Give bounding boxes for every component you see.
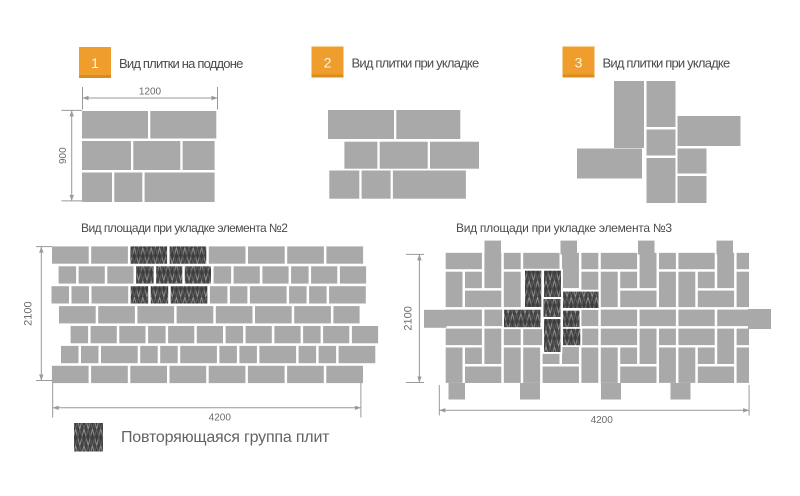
svg-text:3: 3	[575, 55, 583, 71]
svg-text:Вид плитки при укладке: Вид плитки при укладке	[603, 56, 730, 71]
svg-text:Вид площади при укладке элемен: Вид площади при укладке элемента №2	[81, 221, 288, 235]
svg-text:Повторяющаяся группа плит: Повторяющаяся группа плит	[121, 429, 330, 446]
svg-text:Вид плитки при укладке: Вид плитки при укладке	[352, 56, 479, 71]
svg-text:2100: 2100	[23, 301, 35, 325]
svg-text:1: 1	[91, 55, 99, 71]
svg-text:1200: 1200	[139, 87, 162, 98]
svg-text:4200: 4200	[209, 412, 232, 423]
svg-text:Вид плитки на поддоне: Вид плитки на поддоне	[119, 56, 243, 71]
svg-text:4200: 4200	[591, 415, 614, 426]
svg-text:900: 900	[58, 147, 69, 164]
svg-text:2100: 2100	[403, 306, 415, 330]
svg-text:2: 2	[324, 55, 332, 71]
svg-text:Вид площади при укладке элемен: Вид площади при укладке элемента №3	[456, 221, 672, 235]
